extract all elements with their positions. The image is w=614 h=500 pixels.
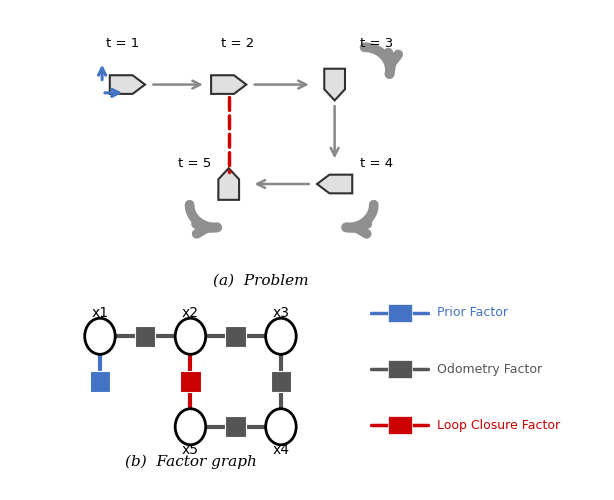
Text: x5: x5 — [182, 442, 199, 456]
Text: x2: x2 — [182, 306, 199, 320]
Bar — [135, 326, 155, 346]
Bar — [225, 326, 246, 346]
Bar — [388, 360, 412, 378]
Bar — [225, 416, 246, 437]
Text: Loop Closure Factor: Loop Closure Factor — [437, 418, 560, 432]
Ellipse shape — [175, 408, 206, 445]
Polygon shape — [211, 75, 246, 94]
Text: x3: x3 — [273, 306, 289, 320]
Text: t = 5: t = 5 — [178, 158, 211, 170]
Text: t = 4: t = 4 — [360, 158, 393, 170]
Text: (b)  Factor graph: (b) Factor graph — [125, 454, 257, 469]
Polygon shape — [324, 68, 345, 100]
Bar — [180, 372, 201, 392]
Text: t = 3: t = 3 — [360, 38, 393, 51]
Text: x1: x1 — [91, 306, 109, 320]
Text: t = 2: t = 2 — [221, 38, 255, 51]
Text: Odometry Factor: Odometry Factor — [437, 362, 542, 376]
Bar — [90, 372, 111, 392]
Bar — [388, 304, 412, 322]
Ellipse shape — [85, 318, 115, 354]
Text: x4: x4 — [273, 442, 289, 456]
Ellipse shape — [266, 408, 296, 445]
Ellipse shape — [175, 318, 206, 354]
Polygon shape — [110, 75, 145, 94]
Ellipse shape — [266, 318, 296, 354]
Bar — [388, 416, 412, 434]
Polygon shape — [317, 174, 352, 194]
Text: (a)  Problem: (a) Problem — [213, 274, 309, 287]
Text: t = 1: t = 1 — [106, 38, 139, 51]
Polygon shape — [219, 168, 239, 200]
Text: Prior Factor: Prior Factor — [437, 306, 508, 320]
Bar — [271, 372, 291, 392]
